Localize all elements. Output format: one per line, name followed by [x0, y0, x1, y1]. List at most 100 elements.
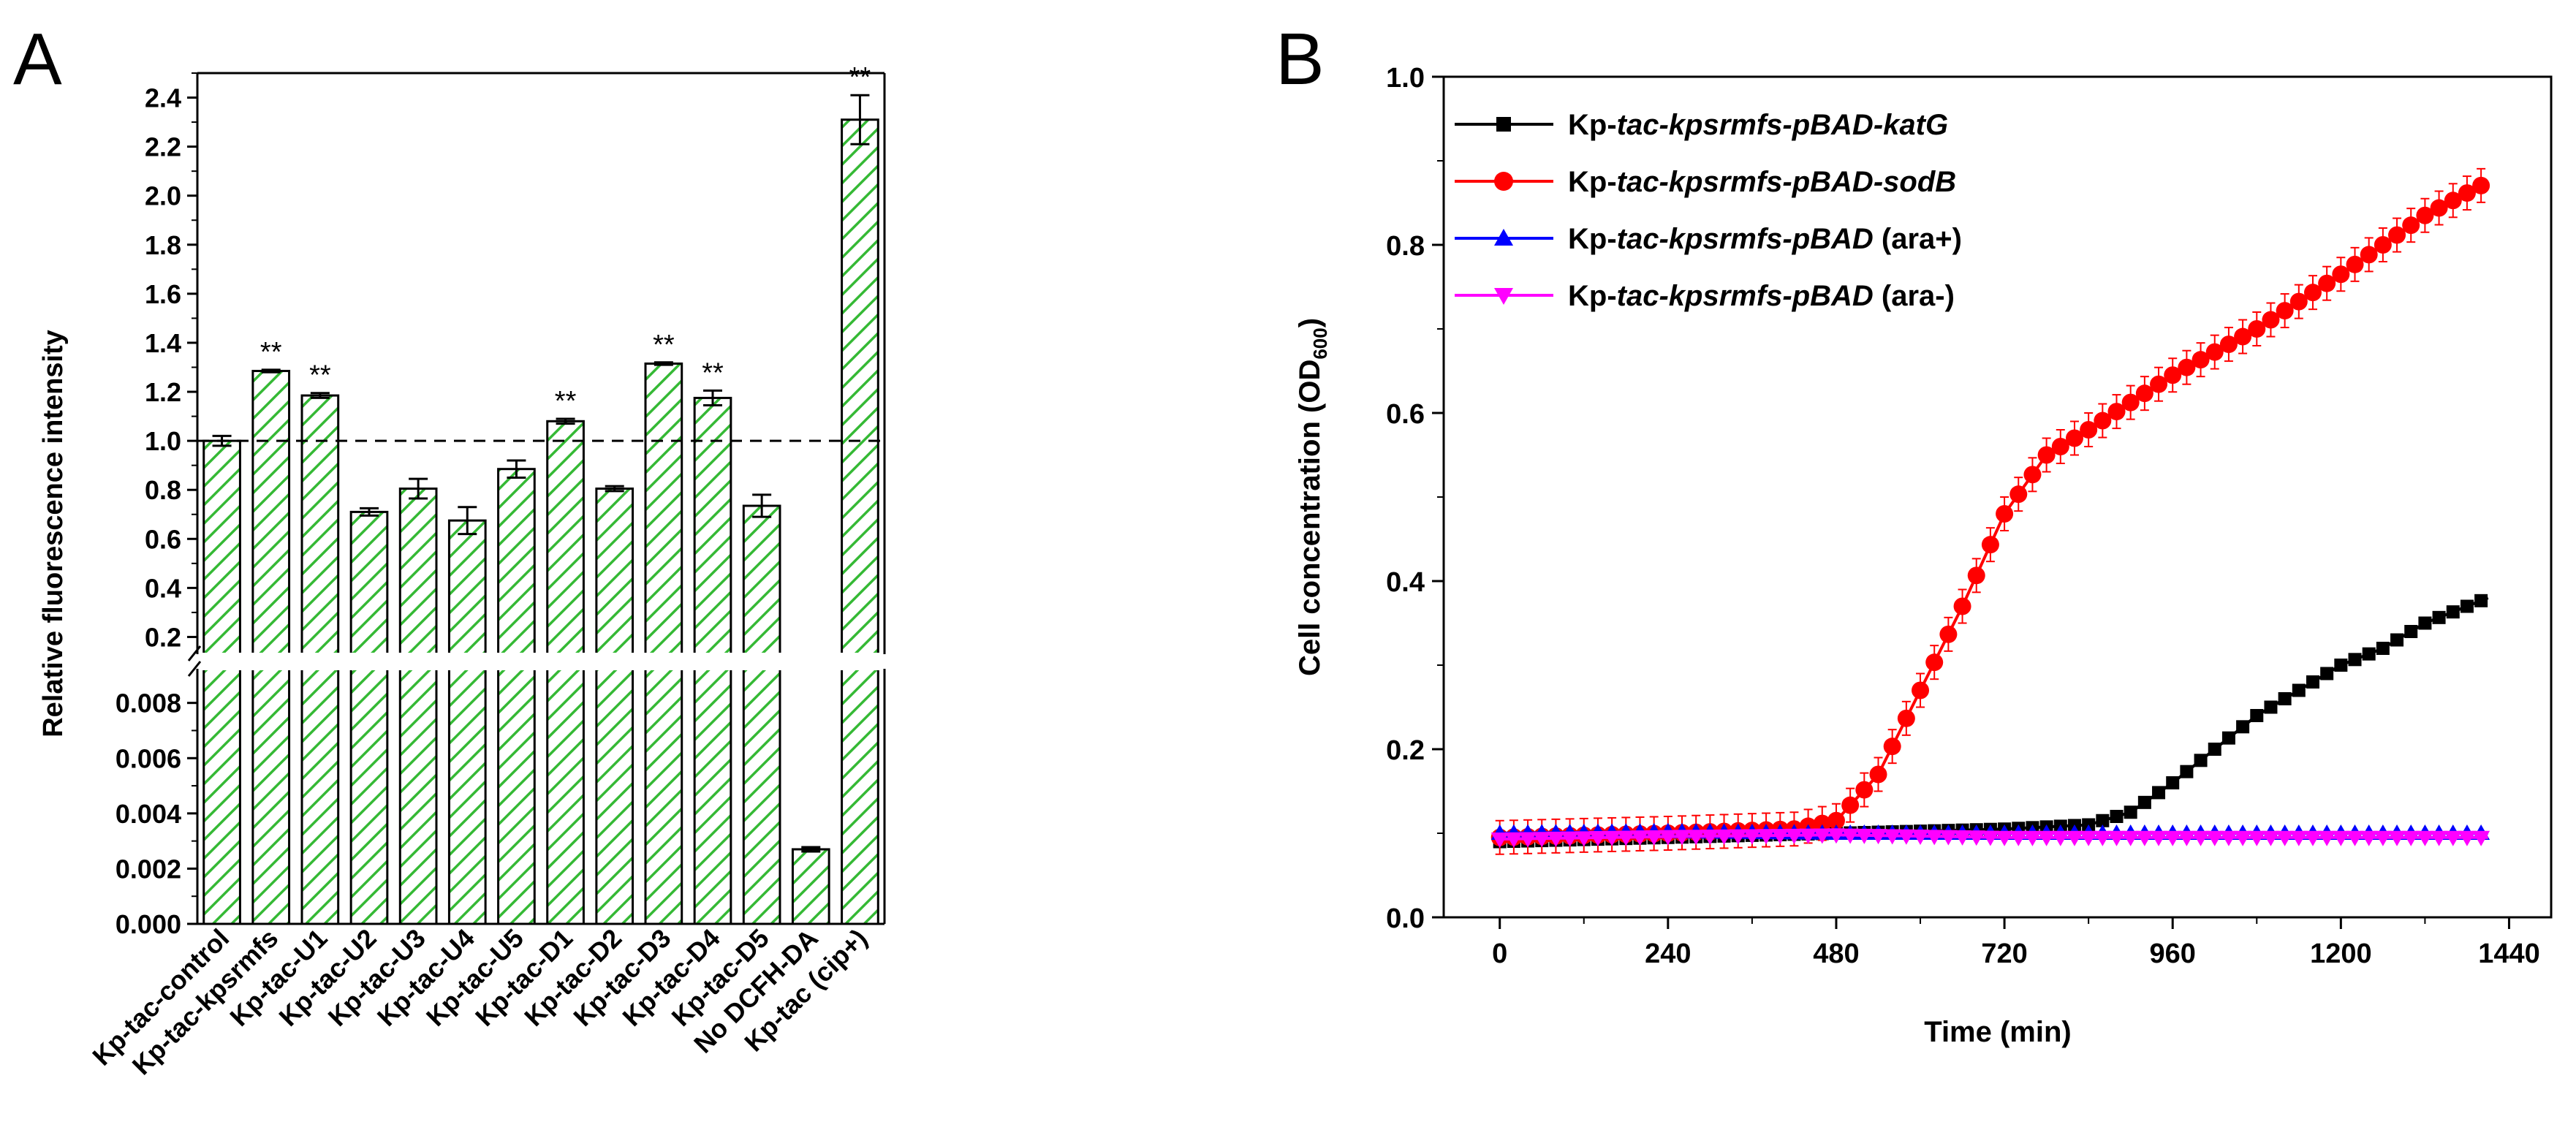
data-point: [1617, 830, 1635, 846]
data-point: [2107, 403, 2126, 421]
data-point: [1588, 831, 1607, 847]
data-point: [2051, 830, 2069, 846]
data-point: [1912, 830, 1930, 846]
data-point: [2446, 605, 2460, 619]
y-tick-label: 2.2: [145, 132, 181, 162]
data-point: [2402, 216, 2420, 235]
data-point: [2135, 384, 2153, 403]
legend-item-katG: Kp-tac-kpsrmfs-pBAD-katG: [1455, 109, 1948, 141]
data-point: [1912, 681, 1930, 699]
data-point: [2037, 830, 2056, 846]
data-point: [2219, 335, 2238, 354]
data-point: [1996, 505, 2014, 523]
data-point: [1855, 828, 1874, 844]
data-point: [1925, 830, 1944, 846]
data-point: [1827, 811, 1845, 830]
data-point: [2458, 184, 2476, 202]
bar: [595, 488, 634, 925]
data-point: [1996, 830, 2014, 846]
legend-label-prefix: Kp-: [1568, 166, 1617, 198]
data-point: [1673, 830, 1692, 846]
data-point: [2009, 830, 2028, 846]
data-point: [1939, 830, 1958, 846]
panel-b-x-axis-label: Time (min): [1924, 1016, 2072, 1048]
data-point: [1967, 566, 1985, 585]
data-point: [2303, 830, 2322, 846]
data-point: [2374, 236, 2392, 254]
data-point: [2234, 830, 2252, 846]
data-point: [1729, 829, 1747, 845]
data-point: [2472, 830, 2490, 846]
panel-a-error-bars: [212, 94, 870, 853]
data-point: [1645, 830, 1663, 846]
data-point: [1603, 830, 1621, 846]
data-point: [2150, 375, 2168, 393]
panel-b-series: [1490, 167, 2490, 855]
legend-label-prefix: Kp-: [1568, 280, 1617, 312]
data-point: [2110, 810, 2124, 823]
data-point: [2107, 830, 2126, 846]
data-point: [2248, 320, 2266, 338]
data-point: [2346, 830, 2364, 846]
significance-mark: **: [309, 360, 331, 391]
data-point: [2376, 642, 2390, 655]
data-point: [2065, 429, 2083, 447]
data-point: [2178, 830, 2196, 846]
legend-label: Kp-tac-kpsrmfs-pBAD-katG: [1568, 109, 1948, 141]
x-tick-label: 240: [1645, 938, 1691, 969]
significance-mark: **: [260, 337, 282, 368]
panel-b-y-axis-label-subscript: 600: [1309, 327, 1331, 359]
panel-a-significance-marks: ** ** ** ** ** **: [260, 62, 871, 417]
data-point: [1504, 832, 1523, 848]
bar: [349, 510, 389, 925]
panel-a-x-tick-labels: Kp-tac-controlKp-tac-kpsrmfsKp-tac-U1Kp-…: [86, 923, 873, 1081]
y-tick-label: 1.4: [145, 328, 181, 358]
x-tick-label: 720: [1981, 938, 2027, 969]
data-point: [2402, 830, 2420, 846]
data-point: [1855, 781, 1874, 799]
bar: [791, 848, 830, 925]
legend-label: Kp-tac-kpsrmfs-pBAD-sodB: [1568, 166, 1956, 198]
panel-b: B Cell concentration (OD600) Time (min) …: [1276, 18, 2553, 1048]
y-tick-label: 0.6: [145, 524, 181, 554]
data-point: [2334, 659, 2348, 672]
data-point: [2164, 830, 2182, 846]
data-point: [2037, 446, 2056, 464]
data-point: [2276, 302, 2294, 320]
panel-b-y-axis-label-end: ): [1294, 318, 1326, 327]
data-point: [2234, 327, 2252, 346]
y-tick-label: 1.6: [145, 279, 181, 309]
bar: [251, 370, 291, 925]
data-point: [2192, 830, 2210, 846]
bar: [644, 362, 683, 925]
panel-b-legend: Kp-tac-kpsrmfs-pBAD-katG Kp-tac-kpsrmfs-p…: [1455, 109, 1962, 312]
data-point: [1827, 828, 1845, 844]
data-point: [1575, 831, 1593, 847]
data-point: [2348, 653, 2362, 667]
y-tick-label: 0.004: [115, 799, 181, 829]
data-point: [2346, 255, 2364, 273]
data-point: [1925, 653, 1944, 672]
data-point: [2390, 633, 2404, 647]
data-point: [2278, 692, 2292, 705]
data-point: [1799, 828, 1817, 844]
data-point: [1883, 737, 1901, 756]
data-point: [2332, 830, 2350, 846]
data-point: [1953, 597, 1971, 615]
data-point: [2150, 830, 2168, 846]
data-point: [2164, 366, 2182, 384]
data-point: [1869, 765, 1887, 784]
data-point: [2051, 438, 2069, 455]
data-point: [2289, 830, 2308, 846]
data-point: [2166, 776, 2180, 789]
data-point: [2432, 610, 2446, 624]
data-point: [1533, 832, 1551, 848]
data-point: [2221, 731, 2235, 745]
bar: [497, 468, 536, 925]
axis-break-mark: [187, 645, 202, 661]
data-point: [2388, 830, 2406, 846]
bar: [447, 519, 487, 925]
data-point: [1687, 830, 1705, 846]
panel-b-y-axis-label: Cell concentration (OD600): [1294, 318, 1331, 676]
